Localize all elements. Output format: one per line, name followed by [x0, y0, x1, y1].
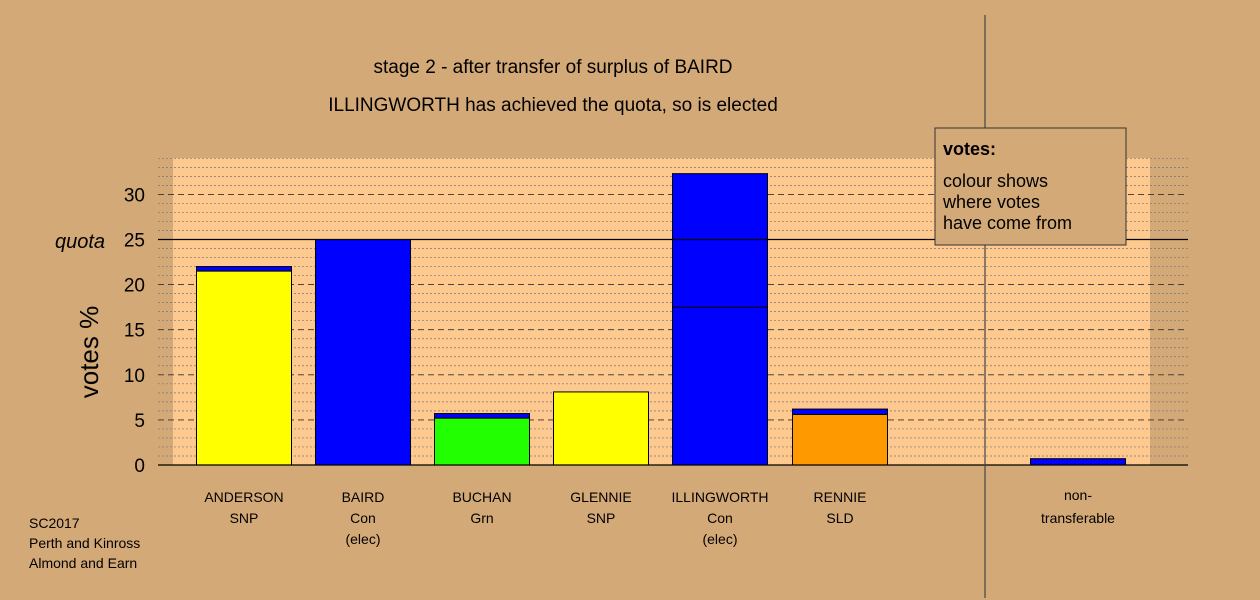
- x-tick-label: Con: [707, 510, 733, 526]
- x-tick-label: SLD: [826, 510, 853, 526]
- x-tick-label: SNP: [230, 510, 259, 526]
- quota-label: quota: [55, 231, 105, 253]
- chart-subtitle: ILLINGWORTH has achieved the quota, so i…: [328, 95, 778, 116]
- chart-title: stage 2 - after transfer of surplus of B…: [373, 57, 732, 78]
- y-tick-label: 0: [134, 456, 145, 477]
- x-tick-label: ILLINGWORTH: [672, 489, 769, 505]
- bar-group: [196, 173, 1126, 466]
- x-tick-label: ANDERSON: [204, 489, 283, 505]
- y-tick-label: 5: [134, 411, 145, 432]
- legend-background: [934, 127, 1127, 246]
- x-tick-label: RENNIE: [814, 489, 867, 505]
- bar-segment: [792, 408, 888, 415]
- x-tick-label: GLENNIE: [570, 489, 631, 505]
- footer-line: SC2017: [29, 515, 80, 531]
- y-axis-ticks: 0 5 10 15 20 25 30: [124, 185, 145, 477]
- x-tick-label: non-: [1064, 487, 1092, 503]
- y-tick-label: 15: [124, 321, 145, 342]
- legend-line: colour shows: [943, 171, 1048, 191]
- y-tick-label: 30: [124, 185, 145, 206]
- footer-line: Perth and Kinross: [29, 535, 140, 551]
- bar-segment: [315, 239, 411, 466]
- y-tick-label: 25: [124, 231, 145, 252]
- y-tick-label: 10: [124, 366, 145, 387]
- y-axis-label: votes %: [74, 306, 104, 399]
- x-tick-label: (elec): [702, 531, 737, 547]
- y-tick-label: 20: [124, 276, 145, 297]
- legend-line: have come from: [943, 213, 1072, 233]
- bar-segment: [672, 306, 768, 466]
- bar-segment: [553, 391, 649, 466]
- bar-segment: [434, 413, 530, 419]
- legend-line: where votes: [942, 192, 1040, 212]
- legend-title: votes:: [943, 139, 996, 159]
- bar-segment: [434, 417, 530, 466]
- bar-segment: [1030, 458, 1126, 466]
- x-tick-label: transferable: [1041, 510, 1115, 526]
- bar-segment: [196, 270, 292, 466]
- x-tick-label: BAIRD: [342, 489, 385, 505]
- x-tick-label: SNP: [587, 510, 616, 526]
- bar-segment: [196, 266, 292, 272]
- x-axis-labels: ANDERSON SNP BAIRD Con (elec) BUCHAN Grn GLENNI…: [204, 487, 1115, 547]
- x-tick-label: Grn: [470, 510, 493, 526]
- legend-box: votes: colour shows where votes have com…: [934, 127, 1127, 246]
- bar-segment: [672, 173, 768, 308]
- x-tick-label: (elec): [345, 531, 380, 547]
- x-tick-label: Con: [350, 510, 376, 526]
- x-tick-label: BUCHAN: [452, 489, 511, 505]
- footer-line: Almond and Earn: [29, 555, 137, 571]
- bar-segment: [792, 413, 888, 466]
